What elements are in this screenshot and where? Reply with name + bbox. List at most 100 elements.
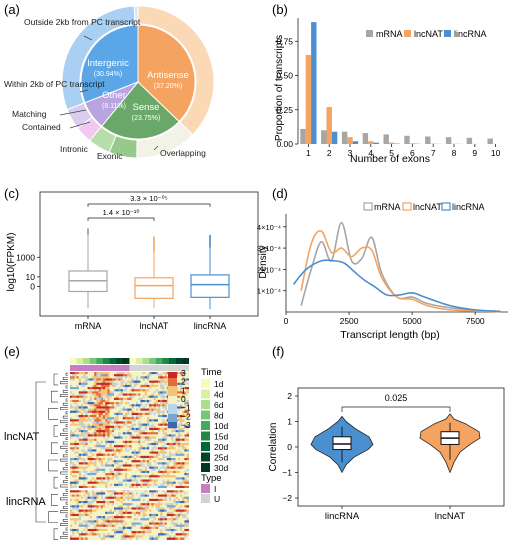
heatmap-cell	[125, 449, 128, 452]
heatmap-cell	[74, 445, 77, 448]
heatmap-cell	[158, 395, 161, 398]
heatmap-cell	[147, 455, 150, 459]
heatmap-cell	[87, 449, 90, 452]
heatmap-cell	[177, 503, 181, 506]
sig-bracket-2	[87, 203, 211, 207]
heatmap-cell	[184, 475, 187, 478]
type-annotation-cell	[78, 365, 82, 371]
heatmap-cell	[107, 442, 110, 446]
heatmap-cell	[114, 458, 117, 461]
heatmap-cell	[72, 513, 75, 517]
heatmap-cell	[184, 479, 187, 482]
heatmap-cell	[147, 447, 150, 450]
heatmap-cell	[142, 518, 145, 521]
heatmap-cell	[72, 507, 75, 510]
heatmap-cell	[160, 378, 163, 381]
color-scale-step	[168, 374, 177, 377]
heatmap-cell	[116, 464, 119, 467]
heatmap-cell	[177, 442, 181, 446]
heatmap-cell	[175, 483, 178, 487]
heatmap-cell	[129, 410, 132, 414]
heatmap-cell	[180, 412, 183, 416]
heatmap-cell	[166, 430, 170, 433]
heatmap-cell	[177, 479, 181, 482]
heatmap-cell	[72, 415, 75, 418]
heatmap-cell	[120, 531, 123, 534]
heatmap-cell	[160, 466, 163, 469]
heatmap-cell	[149, 531, 152, 534]
heatmap-cell	[140, 468, 143, 472]
heatmap-cell	[78, 528, 82, 532]
heatmap-cell	[182, 458, 185, 461]
heatmap-cell	[136, 513, 139, 517]
heatmap-cell	[96, 522, 99, 525]
heatmap-cell	[74, 442, 77, 446]
heatmap-cell	[182, 466, 185, 469]
heatmap-cell	[114, 483, 117, 487]
heatmap-cell	[107, 406, 110, 409]
heatmap-cell	[147, 466, 150, 469]
heatmap-cell	[158, 509, 161, 512]
heatmap-cell	[153, 520, 156, 523]
heatmap-cell	[182, 505, 185, 508]
heatmap-cell	[140, 460, 143, 463]
heatmap-cell	[114, 498, 117, 502]
heatmap-cell	[105, 410, 108, 414]
heatmap-cell	[127, 442, 130, 446]
heatmap-cell	[125, 380, 128, 383]
heatmap-cell	[85, 458, 88, 461]
heatmap-cell	[153, 415, 156, 418]
heatmap-cell	[140, 419, 143, 422]
heatmap-cell	[136, 406, 139, 409]
heatmap-cell	[76, 485, 79, 489]
heatmap-cell	[103, 391, 106, 394]
leader-line	[83, 35, 93, 41]
heatmap-cell	[142, 408, 145, 411]
heatmap-cell	[166, 520, 170, 523]
panel-b: (b) Proportion of transcripts Number of …	[272, 2, 501, 165]
heatmap-cell	[129, 423, 132, 426]
heatmap-cell	[162, 430, 165, 433]
heatmap-cell	[83, 479, 86, 482]
type-annotation-cell	[122, 365, 126, 371]
heatmap-cell	[147, 417, 150, 420]
heatmap-cell	[162, 397, 165, 401]
time-annotation-cell	[98, 358, 101, 364]
heatmap-cell	[78, 410, 82, 414]
heatmap-cell	[144, 406, 148, 409]
heatmap-cell	[129, 442, 132, 446]
heatmap-cell	[100, 415, 104, 418]
heatmap-cell	[177, 466, 181, 469]
heatmap-cell	[98, 387, 101, 390]
heatmap-cell	[160, 511, 163, 515]
heatmap-cell	[87, 434, 90, 437]
heatmap-cell	[138, 518, 141, 521]
heatmap-cell	[184, 516, 187, 519]
heatmap-cell	[98, 509, 101, 512]
heatmap-cell	[160, 391, 163, 394]
heatmap-cell	[94, 473, 97, 476]
heatmap-cell	[103, 406, 106, 409]
heatmap-cell	[78, 470, 82, 474]
heatmap-cell	[153, 492, 156, 495]
time-annotation-cell	[127, 358, 130, 364]
heatmap-cell	[164, 524, 167, 527]
heatmap-cell	[105, 462, 108, 465]
heatmap-cell	[78, 518, 82, 521]
type-annotation-cell	[140, 365, 143, 371]
heatmap-cell	[158, 522, 161, 525]
heatmap-cell	[109, 421, 112, 424]
heatmap-cell	[125, 440, 128, 444]
heatmap-cell	[118, 475, 121, 478]
d-legend: mRNA lncNAT lincRNA	[363, 202, 485, 212]
heatmap-cell	[149, 453, 152, 457]
heatmap-cell	[98, 380, 101, 383]
heatmap-cell	[81, 505, 84, 508]
heatmap-cell	[92, 380, 95, 383]
heatmap-cell	[184, 509, 187, 512]
heatmap-cell	[184, 533, 187, 536]
heatmap-cell	[175, 470, 178, 474]
heatmap-cell	[158, 485, 161, 489]
heatmap-cell	[105, 535, 108, 538]
